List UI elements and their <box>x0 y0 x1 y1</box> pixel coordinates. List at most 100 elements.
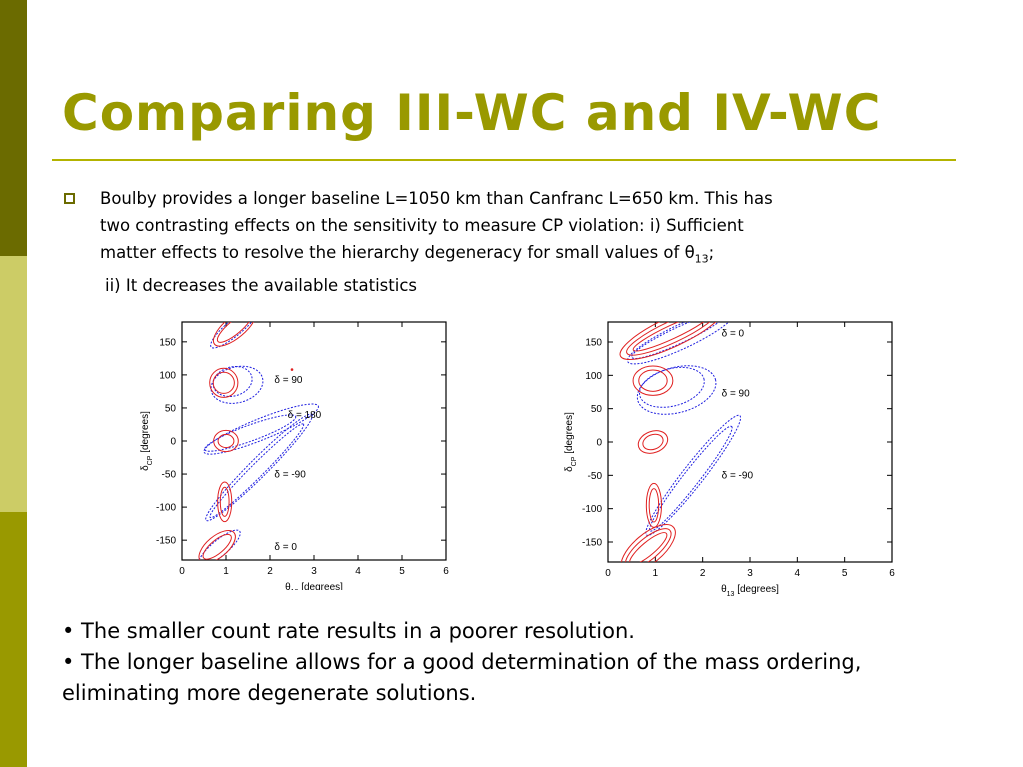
red-solid-contour <box>198 529 236 560</box>
red-solid-contour <box>202 533 232 560</box>
delta-annotation: δ = 0 <box>722 329 745 340</box>
theta-subscript: 13 <box>694 252 709 266</box>
blue-dotted-contour <box>649 425 733 532</box>
red-solid-contour <box>213 429 239 453</box>
contour-plot-right: 0 1 2 3 4 5 6 150 100 50 0 -50 -100 -150 δ = 0 δ = 90 δ … <box>560 312 900 602</box>
y-axis-label-main: δ <box>140 465 151 471</box>
red-solid-contour <box>632 322 712 352</box>
contour-layer <box>198 322 319 560</box>
red-solid-contour <box>619 322 725 360</box>
delta-annotation: δ = -90 <box>722 471 754 482</box>
y-tick-label: 100 <box>159 370 176 381</box>
red-solid-contour <box>216 322 253 343</box>
note-line: • The longer baseline allows for a good … <box>62 650 862 674</box>
red-solid-contour <box>626 322 718 356</box>
bullet-line: two contrasting effects on the sensitivi… <box>100 216 744 235</box>
blue-dotted-contour <box>636 365 717 415</box>
red-solid-contour <box>620 524 676 562</box>
contour-chart-svg: 0 1 2 3 4 5 6 150 100 50 0 -50 -100 -150 δ = 90 δ = 180… <box>140 321 449 596</box>
x-tick-label: 4 <box>795 568 801 579</box>
bullet-paragraph: Boulby provides a longer baseline L=1050… <box>100 185 880 299</box>
red-solid-contour <box>638 369 668 392</box>
red-marker <box>290 368 294 371</box>
x-axis-label-sub: 13 <box>727 591 735 598</box>
plot-frame <box>607 321 893 563</box>
sidebar-stripe-top <box>0 0 27 256</box>
x-axis-label-unit: [degrees] <box>298 582 343 590</box>
note-line: • The smaller count rate results in a po… <box>62 619 635 643</box>
y-tick-label: -100 <box>156 503 176 514</box>
x-tick-label: 3 <box>747 568 753 579</box>
y-tick-label: -150 <box>582 538 602 549</box>
red-solid-contour <box>642 433 664 451</box>
x-axis-label-sub: 13 <box>291 589 299 591</box>
red-solid-contour <box>212 322 257 347</box>
delta-annotation: δ = 90 <box>274 375 303 386</box>
y-axis-label-main: δ <box>564 466 575 472</box>
x-tick-label: 6 <box>443 566 449 577</box>
summary-notes: • The smaller count rate results in a po… <box>62 616 861 709</box>
y-tick-label: 50 <box>591 404 603 415</box>
x-tick-label: 4 <box>355 566 361 577</box>
x-tick-label: 5 <box>399 566 405 577</box>
delta-annotation: δ = 90 <box>722 389 751 400</box>
y-tick-label: 150 <box>585 338 602 349</box>
blue-dotted-contour <box>205 413 313 522</box>
y-tick-label: -100 <box>582 504 602 515</box>
blue-dotted-contour <box>203 403 319 455</box>
x-tick-label: 3 <box>311 566 317 577</box>
red-solid-contour <box>217 481 233 523</box>
red-solid-contour <box>632 365 674 396</box>
y-tick-label: 100 <box>585 371 602 382</box>
x-tick-label: 2 <box>267 566 273 577</box>
blue-dotted-contour <box>631 322 727 360</box>
blue-dotted-contour <box>639 366 705 408</box>
x-tick-label: 0 <box>605 568 611 579</box>
bullet-line: Boulby provides a longer baseline L=1050… <box>100 189 773 208</box>
x-tick-label: 5 <box>842 568 848 579</box>
y-axis-label-unit: [degrees] <box>140 411 151 456</box>
contour-layer <box>619 322 742 562</box>
blue-dotted-contour <box>627 322 736 365</box>
bullet-line: ii) It decreases the available statistic… <box>105 276 417 296</box>
y-axis-label: δCP [degrees] <box>564 412 578 472</box>
x-axis-label: θ13 [degrees] <box>285 582 343 590</box>
title-underline <box>52 159 956 161</box>
y-tick-label: -50 <box>162 470 177 481</box>
slide-title: Comparing III-WC and IV-WC <box>62 84 882 142</box>
y-tick-label: 50 <box>165 403 177 414</box>
red-solid-contour <box>217 433 235 449</box>
delta-annotation: δ = 0 <box>274 542 297 553</box>
note-line: eliminating more degenerate solutions. <box>62 681 477 705</box>
x-tick-label: 0 <box>179 566 185 577</box>
x-axis-label: θ13 [degrees] <box>721 584 779 598</box>
blue-dotted-contour <box>210 322 260 349</box>
red-solid-contour <box>629 532 668 562</box>
x-tick-label: 1 <box>653 568 659 579</box>
y-tick-label: -150 <box>156 536 176 547</box>
bullet-line-text: matter effects to resolve the hierarchy … <box>100 243 695 262</box>
y-axis-label-sub: CP <box>147 455 154 465</box>
sidebar-stripe-bottom <box>0 512 27 767</box>
red-solid-contour <box>209 367 239 398</box>
y-tick-label: 0 <box>170 437 176 448</box>
blue-dotted-contour <box>645 414 742 536</box>
blue-dotted-contour <box>204 414 297 452</box>
x-tick-label: 6 <box>889 568 895 579</box>
x-axis-label-main: θ <box>721 584 727 595</box>
red-solid-contour <box>624 528 672 562</box>
red-solid-contour <box>648 488 660 523</box>
red-solid-contour <box>219 486 230 517</box>
blue-dotted-contour <box>210 365 264 404</box>
blue-dotted-contour <box>209 423 305 519</box>
y-tick-label: 0 <box>596 438 602 449</box>
square-bullet-icon <box>64 193 75 204</box>
y-axis-label-sub: CP <box>571 456 578 466</box>
bullet-line: matter effects to resolve the hierarchy … <box>100 239 880 272</box>
red-solid-contour <box>637 430 669 454</box>
x-axis-label-main: θ <box>285 582 291 590</box>
delta-annotation: δ = -90 <box>274 469 306 480</box>
delta-annotation: δ = 180 <box>288 410 322 421</box>
red-solid-contour <box>212 371 235 394</box>
plot-frame <box>181 321 447 561</box>
